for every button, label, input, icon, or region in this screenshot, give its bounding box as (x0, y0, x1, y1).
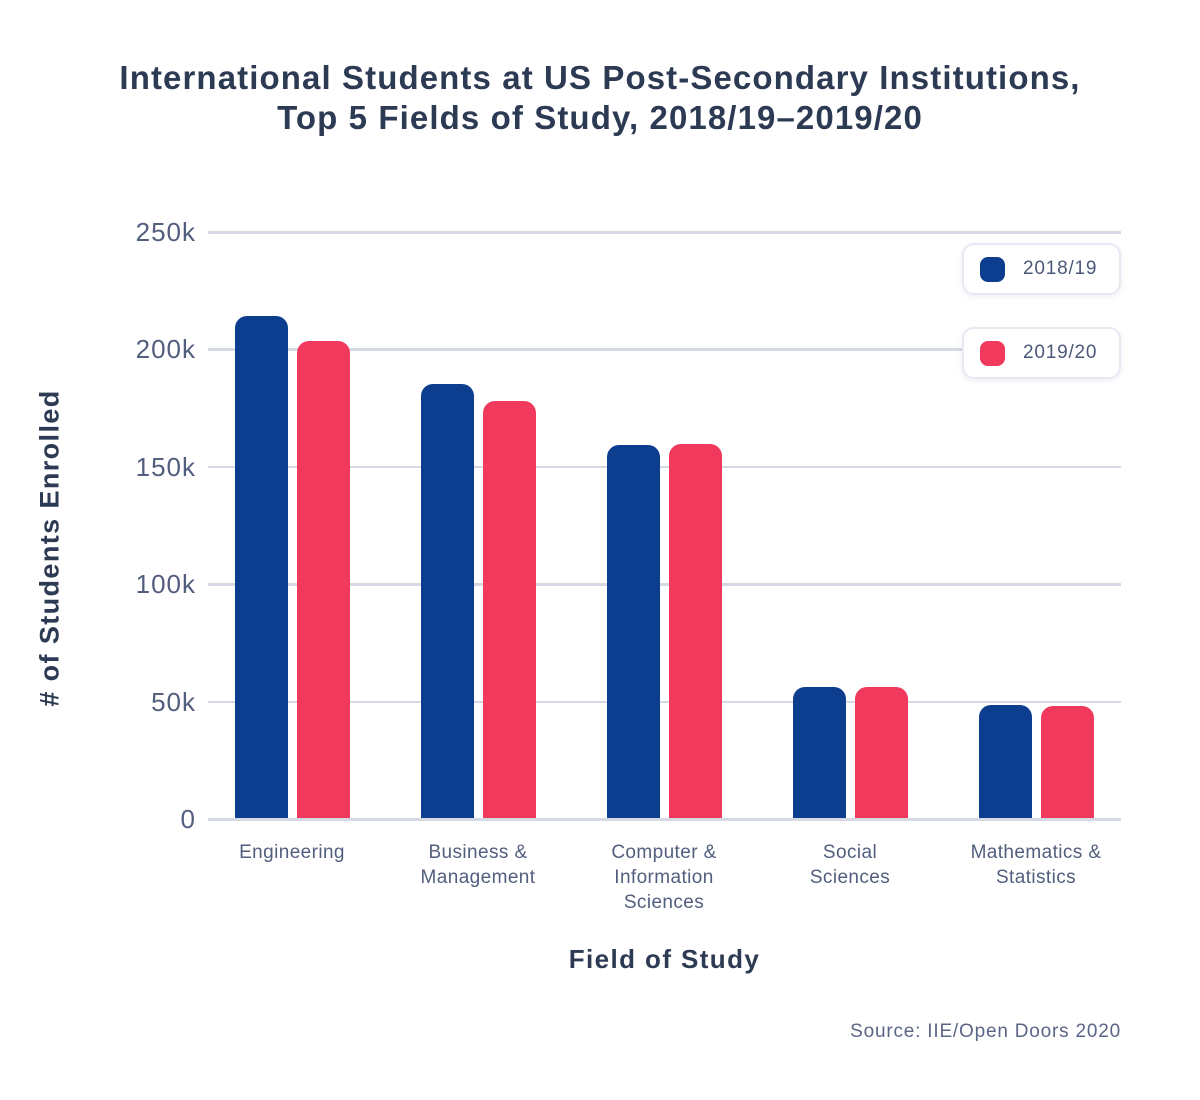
legend-swatch-2019-20 (980, 340, 1005, 366)
bar-engineering-2019-20[interactable] (296, 341, 350, 818)
y-tick-label-150k: 150k (135, 451, 196, 482)
legend-item-2019-20[interactable]: 2019/20 (962, 327, 1121, 379)
chart-title: International Students at US Post-Second… (0, 58, 1200, 138)
bar-mathematics-statistics-2019-20[interactable] (1040, 705, 1094, 818)
y-tick-label-0: 0 (180, 804, 196, 834)
bar-engineering-2018-19[interactable] (234, 315, 288, 818)
gridline-150k (208, 465, 1121, 469)
x-tick-label-social-sciences: Social Sciences (809, 842, 891, 888)
gridline-100k (208, 583, 1121, 586)
legend-label-2019-20: 2019/20 (1023, 342, 1098, 363)
gridline-50k (208, 700, 1121, 704)
x-tick-label-business-management: Business & Management (420, 842, 536, 888)
x-tick-label-mathematics-statistics: Mathematics & Statistics (970, 842, 1102, 888)
x-tick-label-computer-information-sciences: Computer & Information Sciences (611, 842, 717, 913)
bar-social-sciences-2018-19[interactable] (792, 687, 846, 818)
chart-title-line2: Top 5 Fields of Study, 2018/19–2019/20 (277, 99, 923, 136)
chart-title-line1: International Students at US Post-Second… (119, 59, 1081, 96)
y-tick-label-250k: 250k (135, 217, 196, 247)
y-tick-label-200k: 200k (135, 334, 196, 365)
y-tick-label-100k: 100k (135, 569, 196, 600)
bar-business-management-2019-20[interactable] (482, 401, 536, 818)
gridline-250k (208, 231, 1121, 234)
legend-item-2018-19[interactable]: 2018/19 (962, 243, 1121, 295)
bar-computer-information-sciences-2019-20[interactable] (668, 443, 722, 818)
bar-business-management-2018-19[interactable] (420, 383, 474, 818)
gridline-200k (208, 348, 1121, 351)
bar-computer-information-sciences-2018-19[interactable] (606, 445, 660, 818)
bar-mathematics-statistics-2018-19[interactable] (978, 705, 1032, 818)
legend-label-2018-19: 2018/19 (1023, 258, 1098, 279)
legend-swatch-2018-19 (980, 256, 1005, 282)
gridline-0 (208, 818, 1121, 821)
y-tick-label-50k: 50k (151, 686, 196, 717)
x-axis-title: Field of Study (568, 944, 761, 974)
x-tick-label-engineering: Engineering (239, 842, 345, 863)
bar-social-sciences-2019-20[interactable] (854, 686, 908, 818)
source-note: Source: IIE/Open Doors 2020 (850, 1021, 1121, 1042)
